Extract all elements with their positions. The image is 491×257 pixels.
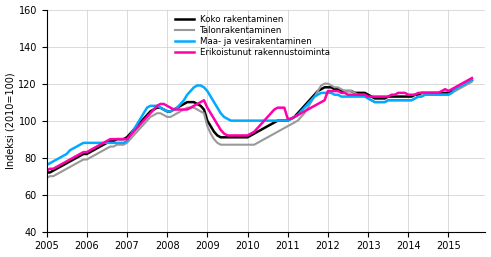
Erikoistunut rakennustoiminta [409,93,414,96]
Talonrakentaminen [469,80,475,83]
Erikoistunut rakennustoiminta [44,169,50,172]
Koko rakentaminen [218,136,224,139]
Maa- ja vesirakentaminen [469,78,475,81]
Erikoistunut rakennustoiminta [265,115,271,118]
Talonrakentaminen [147,115,153,118]
Koko rakentaminen [449,89,455,93]
Line: Talonrakentaminen: Talonrakentaminen [47,82,472,178]
Koko rakentaminen [44,171,50,174]
Erikoistunut rakennustoiminta [147,112,153,115]
Koko rakentaminen [409,95,414,98]
Talonrakentaminen [265,136,271,139]
Maa- ja vesirakentaminen [44,163,50,167]
Maa- ja vesirakentaminen [265,119,271,122]
Talonrakentaminen [44,177,50,180]
Line: Maa- ja vesirakentaminen: Maa- ja vesirakentaminen [47,80,472,165]
Erikoistunut rakennustoiminta [218,128,224,131]
Y-axis label: Indeksi (2010=100): Indeksi (2010=100) [5,72,16,169]
Maa- ja vesirakentaminen [201,86,207,89]
Talonrakentaminen [449,91,455,94]
Line: Koko rakentaminen: Koko rakentaminen [47,80,472,172]
Legend: Koko rakentaminen, Talonrakentaminen, Maa- ja vesirakentaminen, Erikoistunut rak: Koko rakentaminen, Talonrakentaminen, Ma… [171,11,334,61]
Talonrakentaminen [201,112,207,115]
Koko rakentaminen [201,108,207,111]
Maa- ja vesirakentaminen [218,112,224,115]
Talonrakentaminen [409,99,414,102]
Koko rakentaminen [265,125,271,128]
Koko rakentaminen [147,110,153,113]
Erikoistunut rakennustoiminta [201,99,207,102]
Erikoistunut rakennustoiminta [449,88,455,91]
Maa- ja vesirakentaminen [449,91,455,94]
Maa- ja vesirakentaminen [147,104,153,107]
Maa- ja vesirakentaminen [409,99,414,102]
Talonrakentaminen [218,143,224,146]
Erikoistunut rakennustoiminta [469,77,475,80]
Koko rakentaminen [469,78,475,81]
Line: Erikoistunut rakennustoiminta: Erikoistunut rakennustoiminta [47,78,472,171]
